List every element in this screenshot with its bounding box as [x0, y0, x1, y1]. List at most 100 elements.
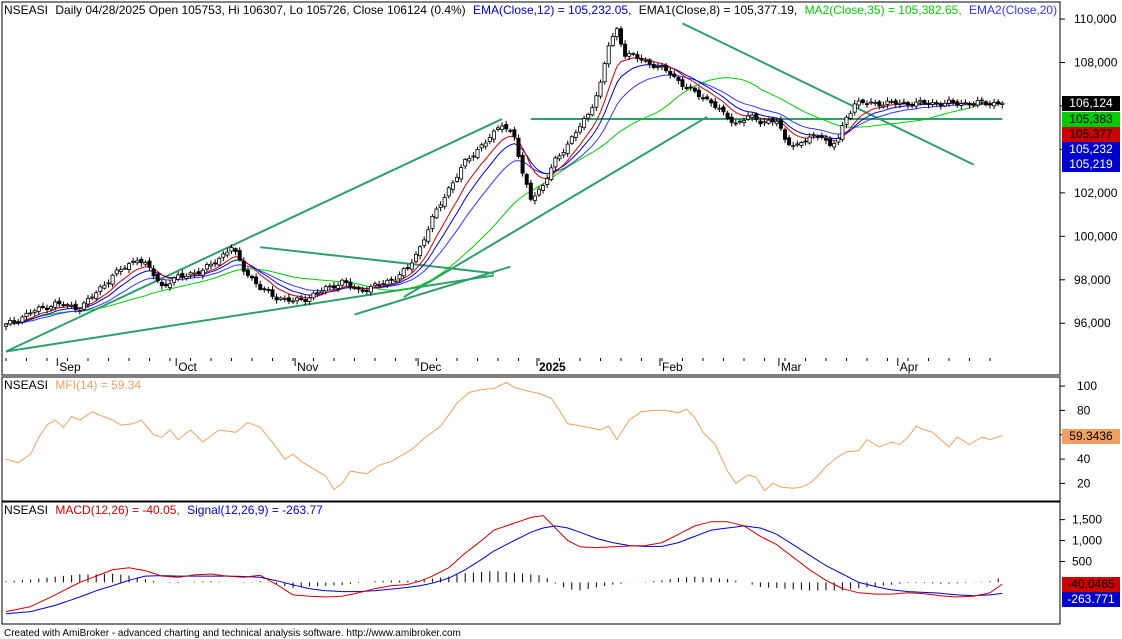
candle-body	[323, 286, 328, 292]
candle-body	[16, 321, 21, 324]
candle-body	[610, 36, 615, 47]
candle-body	[28, 312, 33, 315]
candle-body	[217, 258, 222, 266]
candle-body	[221, 253, 226, 258]
candle-body	[24, 312, 29, 318]
candle-body	[815, 135, 820, 138]
candle-body	[495, 127, 500, 131]
candle-body	[635, 54, 640, 60]
close-badge-bg	[1062, 96, 1120, 111]
candle-body	[832, 142, 837, 148]
candle-body	[889, 100, 894, 103]
candle-body	[286, 297, 291, 302]
candle-body	[487, 137, 492, 142]
candle-body	[200, 269, 205, 276]
candle-body	[860, 99, 865, 104]
candle-body	[885, 100, 890, 105]
candle-body	[147, 260, 152, 268]
candle-body	[963, 102, 968, 105]
mfi-panel-frame	[1, 376, 1061, 502]
candle-body	[102, 284, 107, 289]
ma35-badge: 105,383	[1069, 112, 1113, 126]
macd-panel[interactable]: 1,500 1,000 500 -40.0465-263.771 NSEASI MA…	[1, 501, 1120, 625]
candle-body	[409, 262, 414, 270]
ema8-badge-bg	[1062, 127, 1120, 142]
date-tick-label: Mar	[781, 360, 802, 374]
candle-body	[992, 102, 997, 107]
macd-tick-label: 500	[1072, 554, 1092, 568]
candle-body	[77, 310, 82, 312]
candle-body	[742, 120, 747, 123]
candle-body	[270, 289, 275, 297]
candle-body	[32, 310, 37, 313]
candle-body	[852, 103, 857, 113]
candle-body	[578, 126, 583, 133]
candle-body	[372, 283, 377, 286]
candle-body	[364, 290, 369, 292]
candle-body	[942, 102, 947, 107]
ma35-label: MA2(Close,35) = 105,382.65,	[805, 3, 962, 17]
candle-body	[118, 269, 123, 272]
candle-body	[877, 101, 882, 107]
candle-body	[307, 297, 312, 302]
candle-body	[914, 101, 919, 107]
price-tick-label: 102,000	[1074, 186, 1118, 200]
ema20-line	[5, 74, 1003, 325]
candle-body	[385, 279, 390, 286]
price-header: NSEASI Daily 04/28/2025 Open 105753, Hi …	[4, 3, 1057, 17]
macd-tick-label: 1,000	[1072, 534, 1102, 548]
candle-body	[106, 282, 111, 285]
candle-body	[12, 320, 17, 323]
date-tick-label: Nov	[297, 360, 318, 374]
candle-body	[352, 287, 357, 289]
candle-body	[184, 275, 189, 279]
candle-body	[196, 271, 201, 275]
ema20-badge: 105,219	[1069, 157, 1113, 171]
trendline	[354, 265, 511, 316]
candle-body	[819, 135, 824, 138]
candle-body	[651, 64, 656, 68]
candle-body	[811, 134, 816, 137]
candle-body	[975, 100, 980, 106]
trendline	[260, 246, 495, 275]
candle-body	[553, 157, 558, 168]
candle-body	[614, 28, 619, 38]
date-tick-label: Apr	[900, 360, 919, 374]
candle-body	[713, 101, 718, 108]
candle-body	[709, 99, 714, 104]
ma35-badge-bg	[1062, 112, 1120, 127]
footer-credit: Created with AmiBroker - advanced charti…	[4, 628, 461, 639]
candle-body	[110, 274, 115, 285]
candle-body	[664, 64, 669, 72]
candle-body	[631, 53, 636, 55]
candle-body	[114, 269, 119, 275]
candle-body	[660, 65, 665, 68]
candle-body	[303, 299, 308, 302]
candle-body	[869, 101, 874, 104]
candle-body	[213, 262, 218, 265]
candle-body	[647, 59, 652, 65]
macd-badges: -40.0465-263.771	[1062, 577, 1120, 607]
candle-body	[69, 304, 74, 307]
candle-body	[754, 113, 759, 120]
candle-body	[225, 251, 230, 256]
ma35-line	[5, 77, 1003, 325]
candle-body	[639, 57, 644, 61]
candle-body	[787, 137, 792, 146]
mfi-panel[interactable]: 10080604020 59.3436 NSEASI MFI(14) = 59.…	[1, 376, 1120, 502]
signal-value-badge-bg	[1062, 592, 1120, 607]
candle-body	[824, 138, 829, 141]
mfi-tick-label: 80	[1077, 403, 1091, 417]
candle-body	[167, 283, 172, 288]
candle-body	[163, 283, 168, 287]
candle-body	[454, 176, 459, 182]
candle-body	[331, 285, 336, 289]
date-tick-label: Sep	[59, 360, 81, 374]
macd-tick-label: 1,500	[1072, 513, 1102, 527]
candle-body	[996, 101, 1001, 105]
price-panel[interactable]: 110,000108,000106,000104,000102,000100,0…	[1, 1, 1120, 376]
candle-body	[208, 263, 213, 267]
candle-body	[442, 196, 447, 207]
candle-body	[840, 125, 845, 140]
candle-body	[463, 158, 468, 167]
